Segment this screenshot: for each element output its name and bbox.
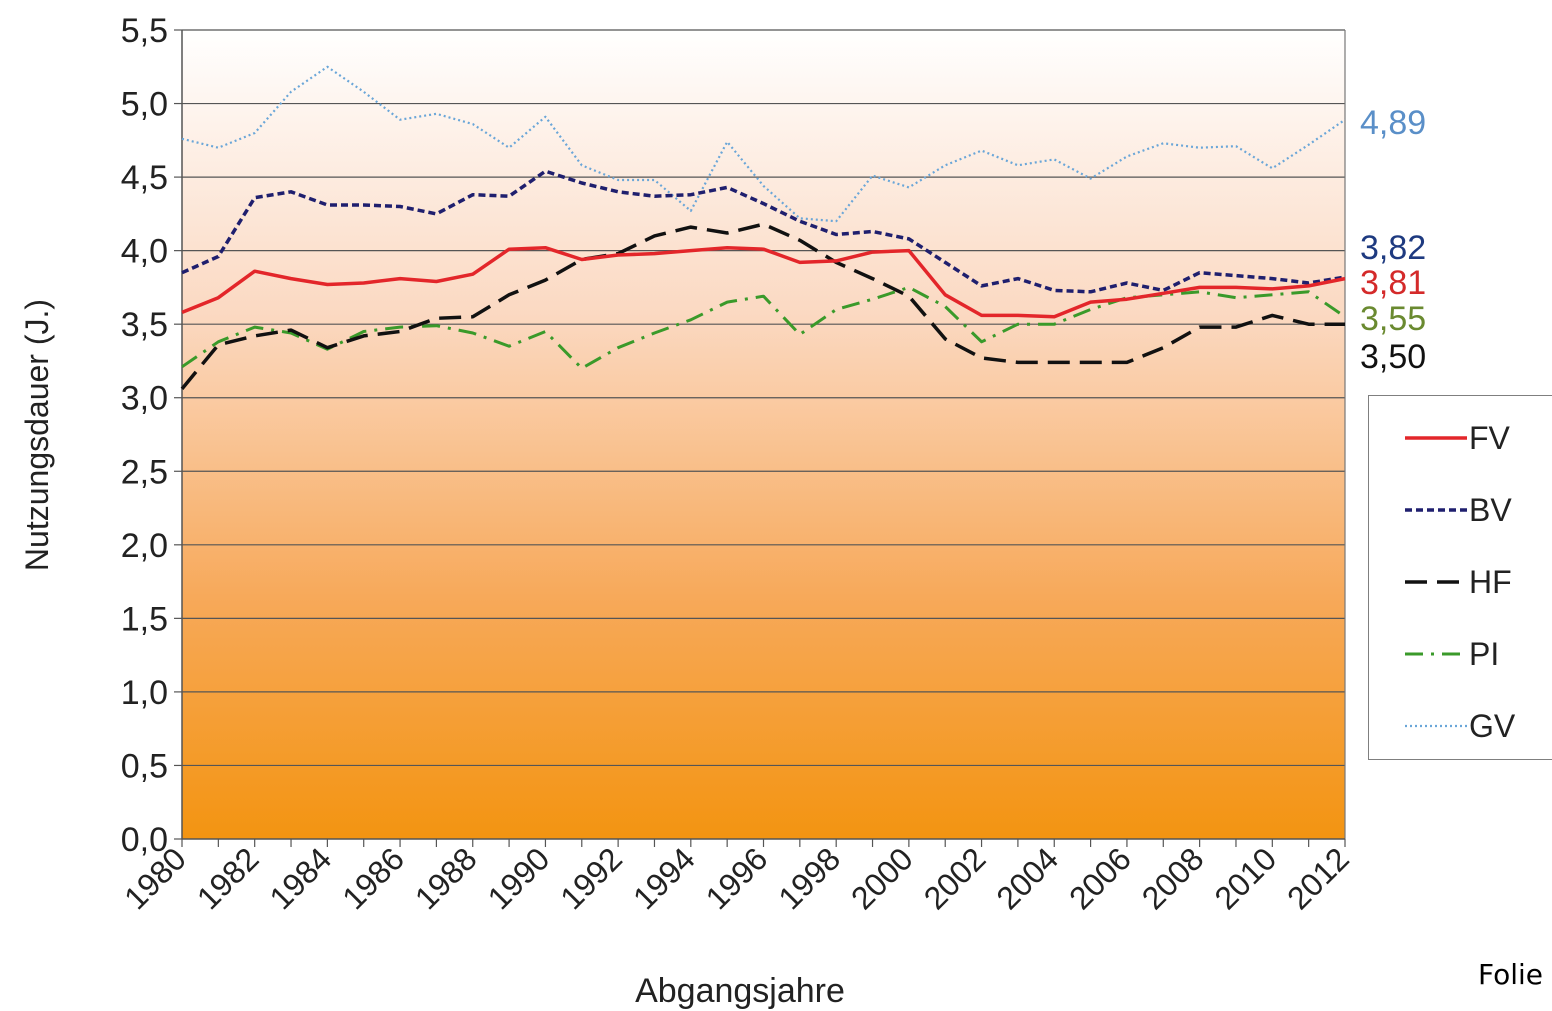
x-tick-label: 2006 bbox=[1062, 840, 1138, 916]
end-label-bv: 3,82 bbox=[1360, 229, 1426, 267]
series-line-bv bbox=[181, 169, 1346, 294]
y-axis-label: Nutzungsdauer (J.) bbox=[19, 299, 55, 571]
legend: FV BV HF PI GV bbox=[1368, 395, 1552, 760]
x-tick-label: 1994 bbox=[626, 840, 702, 916]
x-tick-labels: 1980198219841986198819901992199419961998… bbox=[117, 840, 1356, 916]
plot-background bbox=[182, 30, 1345, 839]
y-tick-label: 1,0 bbox=[121, 674, 168, 712]
grid-lines bbox=[174, 29, 1345, 840]
legend-label-gv: GV bbox=[1469, 708, 1516, 744]
x-tick-label: 1986 bbox=[335, 840, 411, 916]
axes bbox=[181, 30, 1346, 847]
x-tick-label: 1984 bbox=[263, 840, 339, 916]
end-label-hf: 3,50 bbox=[1360, 338, 1426, 376]
y-tick-label: 3,5 bbox=[121, 306, 168, 344]
legend-label-hf: HF bbox=[1469, 564, 1512, 600]
y-tick-label: 4,0 bbox=[121, 233, 168, 271]
y-tick-label: 5,0 bbox=[121, 86, 168, 124]
legend-swatch-bv bbox=[1405, 508, 1467, 512]
y-tick-label: 2,5 bbox=[121, 453, 168, 491]
x-tick-label: 1988 bbox=[408, 840, 484, 916]
x-tick-label: 1996 bbox=[699, 840, 775, 916]
x-tick-label: 2002 bbox=[917, 840, 993, 916]
legend-swatch-fv bbox=[1405, 436, 1467, 440]
footer-text: Folie bbox=[1478, 958, 1544, 991]
series-line-hf bbox=[180, 222, 1345, 391]
end-label-gv: 4,89 bbox=[1360, 104, 1426, 142]
legend-item-bv: BV bbox=[1397, 490, 1547, 530]
y-tick-label: 0,0 bbox=[121, 821, 168, 859]
series-line-fv bbox=[181, 245, 1346, 319]
x-tick-label: 1982 bbox=[190, 840, 266, 916]
x-tick-label: 1990 bbox=[481, 840, 557, 916]
y-tick-label: 5,5 bbox=[121, 12, 168, 50]
legend-label-pi: PI bbox=[1469, 636, 1500, 672]
legend-item-fv: FV bbox=[1397, 418, 1547, 458]
legend-swatch-hf bbox=[1405, 580, 1467, 584]
end-value-labels: 3,813,82 3,503,55 4,89 bbox=[1360, 104, 1426, 376]
y-tick-label: 0,5 bbox=[121, 747, 168, 785]
x-tick-label: 1998 bbox=[771, 840, 847, 916]
legend-label-bv: BV bbox=[1469, 492, 1512, 528]
end-label-fv: 3,81 bbox=[1360, 264, 1426, 302]
x-axis-label: Abgangsjahre bbox=[635, 972, 845, 1010]
series-line-gv bbox=[181, 65, 1346, 223]
y-tick-label: 3,0 bbox=[121, 380, 168, 418]
x-tick-label: 1992 bbox=[553, 840, 629, 916]
y-tick-label: 2,0 bbox=[121, 527, 168, 565]
legend-item-hf: HF bbox=[1397, 562, 1547, 602]
x-tick-label: 2000 bbox=[844, 840, 920, 916]
x-tick-label: 2004 bbox=[989, 840, 1065, 916]
legend-item-gv: GV bbox=[1397, 706, 1547, 746]
legend-item-pi: PI bbox=[1397, 634, 1547, 674]
series-lines bbox=[180, 65, 1346, 391]
x-tick-label: 2010 bbox=[1207, 840, 1283, 916]
y-tick-labels: 0,0 0,5 1,0 1,5 2,0 2,5 3,0 3,5 4,0 4,5 5,0 5,5 bbox=[121, 12, 168, 859]
y-tick-label: 4,5 bbox=[121, 159, 168, 197]
end-label-pi: 3,55 bbox=[1360, 300, 1426, 338]
legend-swatch-pi bbox=[1405, 652, 1467, 656]
x-tick-label: 2012 bbox=[1280, 840, 1356, 916]
y-tick-label: 1,5 bbox=[121, 600, 168, 638]
x-tick-label: 2008 bbox=[1135, 840, 1211, 916]
legend-swatch-gv bbox=[1405, 724, 1467, 728]
legend-label-fv: FV bbox=[1469, 420, 1510, 456]
